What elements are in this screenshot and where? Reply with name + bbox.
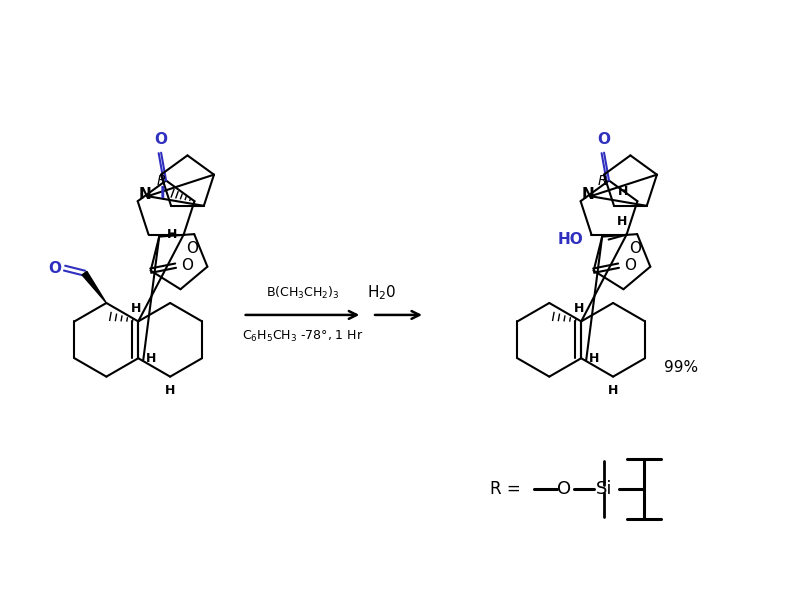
Text: H: H [166,228,177,241]
Text: H: H [146,352,156,365]
Text: HO: HO [558,232,584,247]
Text: O: O [186,241,198,256]
Text: H: H [131,302,142,315]
Text: O: O [625,258,637,273]
Text: N: N [582,187,594,202]
Text: O: O [629,241,641,256]
Text: H: H [574,302,584,315]
Text: H: H [608,384,618,397]
Text: B(CH$_3$CH$_2$)$_3$: B(CH$_3$CH$_2$)$_3$ [266,285,339,301]
Text: C$_6$H$_5$CH$_3$ -78°, 1 Hr: C$_6$H$_5$CH$_3$ -78°, 1 Hr [242,329,363,344]
Text: H: H [618,185,629,198]
Text: I: I [160,186,166,201]
Text: H: H [589,352,599,365]
Text: R: R [598,174,607,188]
Polygon shape [82,271,106,303]
Text: H$_2$0: H$_2$0 [367,284,397,302]
Text: Si: Si [596,480,612,498]
Text: O: O [154,132,168,147]
Text: R =: R = [490,480,520,498]
Text: O: O [557,480,571,498]
Text: O: O [182,258,194,273]
Text: 99%: 99% [665,360,698,375]
Text: O: O [598,132,610,147]
Text: H: H [165,384,175,397]
Text: O: O [48,260,61,275]
Text: R: R [157,174,166,188]
Text: N: N [138,187,151,202]
Text: H: H [617,215,626,228]
